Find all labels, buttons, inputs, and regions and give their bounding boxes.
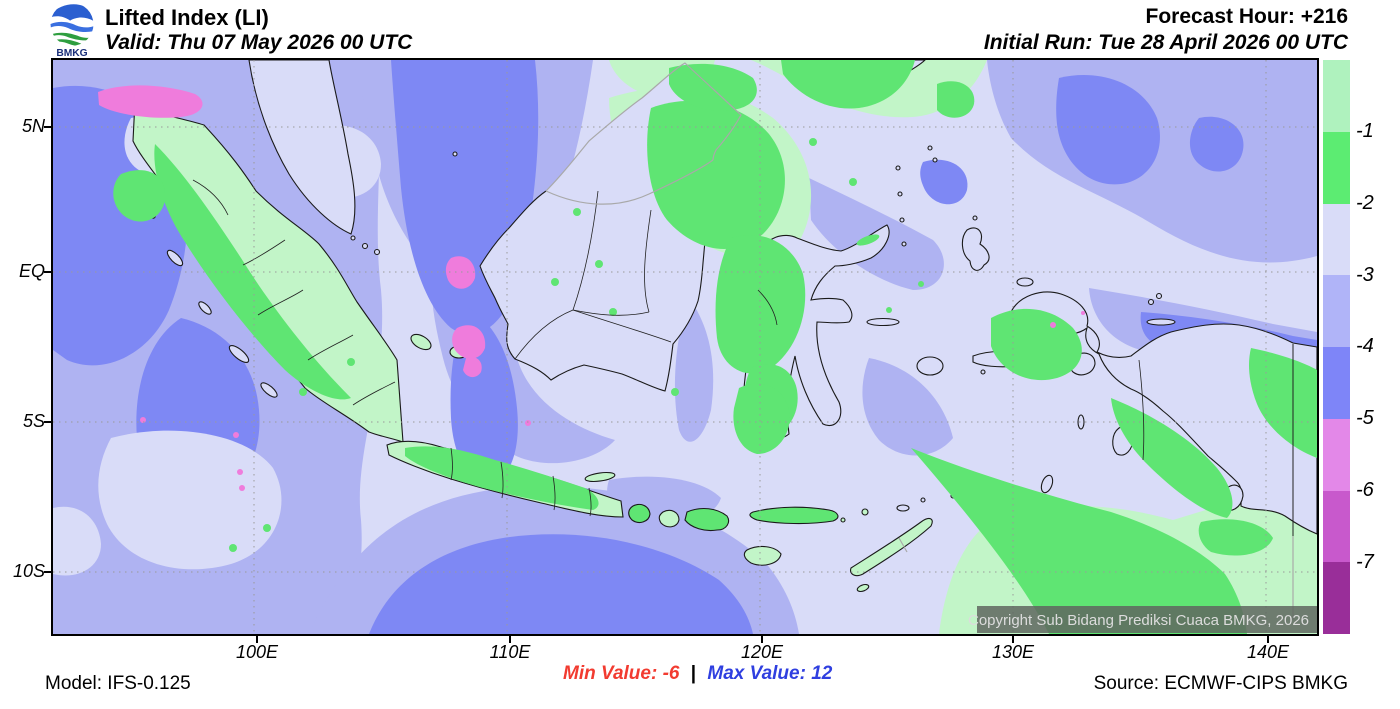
province-borders — [192, 179, 1294, 536]
source-label: Source: ECMWF-CIPS BMKG — [1093, 673, 1348, 694]
lon-label-110e: 110E — [489, 642, 531, 662]
li-band-minus5-minus6 — [98, 85, 1085, 491]
lat-tick — [44, 271, 51, 273]
legend-label: -7 — [1356, 551, 1374, 573]
island-halmahera — [961, 227, 990, 271]
li-band-minus1-minus2 — [113, 60, 1317, 634]
legend-swatch — [1323, 275, 1350, 347]
island-buru — [916, 356, 944, 376]
lat-label-5s: 5S — [22, 411, 45, 431]
weather-map: Copyright Sub Bidang Prediksi Cuaca BMKG… — [53, 60, 1317, 634]
model-label: Model: IFS-0.125 — [45, 673, 191, 694]
map-frame: Copyright Sub Bidang Prediksi Cuaca BMKG… — [51, 58, 1319, 636]
legend-swatch — [1323, 203, 1350, 276]
initial-run-label: Initial Run: Tue 28 April 2026 00 UTC — [983, 31, 1348, 54]
lat-tick — [44, 126, 51, 128]
valid-time-label: Valid: Thu 07 May 2026 00 UTC — [105, 31, 413, 54]
lat-label-eq: EQ — [18, 261, 45, 281]
island-bali — [628, 503, 651, 523]
lat-label-5n: 5N — [21, 116, 45, 136]
legend-label: -4 — [1356, 335, 1374, 357]
lon-label-100e: 100E — [235, 642, 279, 662]
malay-peninsula — [248, 60, 356, 235]
island-papua — [1010, 291, 1317, 535]
lat-tick — [44, 421, 51, 423]
legend-swatch — [1323, 131, 1350, 204]
island-timor — [850, 517, 933, 577]
page-title: Lifted Index (LI) — [105, 5, 269, 30]
graticule — [53, 60, 1317, 634]
min-value-label: Min Value: -6 — [563, 663, 680, 684]
legend-label: -2 — [1356, 192, 1374, 214]
legend-label: -1 — [1356, 120, 1374, 142]
legend-swatch — [1323, 60, 1350, 132]
lon-label-120e: 120E — [740, 642, 784, 662]
legend-swatch — [1323, 418, 1350, 491]
legend-label: -6 — [1356, 479, 1374, 501]
legend-label: -5 — [1356, 407, 1374, 429]
minmax-values: Min Value: -6 | Max Value: 12 — [563, 663, 832, 685]
lon-tick — [256, 636, 258, 643]
legend-swatch — [1323, 562, 1350, 634]
lon-tick — [1012, 636, 1014, 643]
max-value-label: Max Value: 12 — [707, 663, 833, 684]
lat-tick — [44, 571, 51, 573]
island-sumba — [743, 545, 782, 566]
legend-swatch — [1323, 347, 1350, 419]
lon-tick — [1267, 636, 1269, 643]
lon-tick — [509, 636, 511, 643]
minmax-separator: | — [690, 663, 697, 684]
svg-text:BMKG: BMKG — [56, 48, 87, 57]
legend-swatch — [1323, 490, 1350, 563]
island-sumbawa — [684, 507, 730, 532]
lon-label-130e: 130E — [991, 642, 1035, 662]
lon-tick — [761, 636, 763, 643]
bmkg-logo-icon: BMKG — [50, 2, 94, 57]
copyright-text: Copyright Sub Bidang Prediksi Cuaca BMKG… — [968, 612, 1309, 629]
copyright-ribbon: Copyright Sub Bidang Prediksi Cuaca BMKG… — [968, 606, 1317, 633]
legend-label: -3 — [1356, 264, 1374, 286]
island-flores — [749, 506, 839, 525]
lon-label-140e: 140E — [1246, 642, 1290, 662]
forecast-hour-label: Forecast Hour: +216 — [1145, 5, 1349, 28]
lat-label-10s: 10S — [12, 561, 45, 581]
color-legend — [1323, 60, 1350, 634]
